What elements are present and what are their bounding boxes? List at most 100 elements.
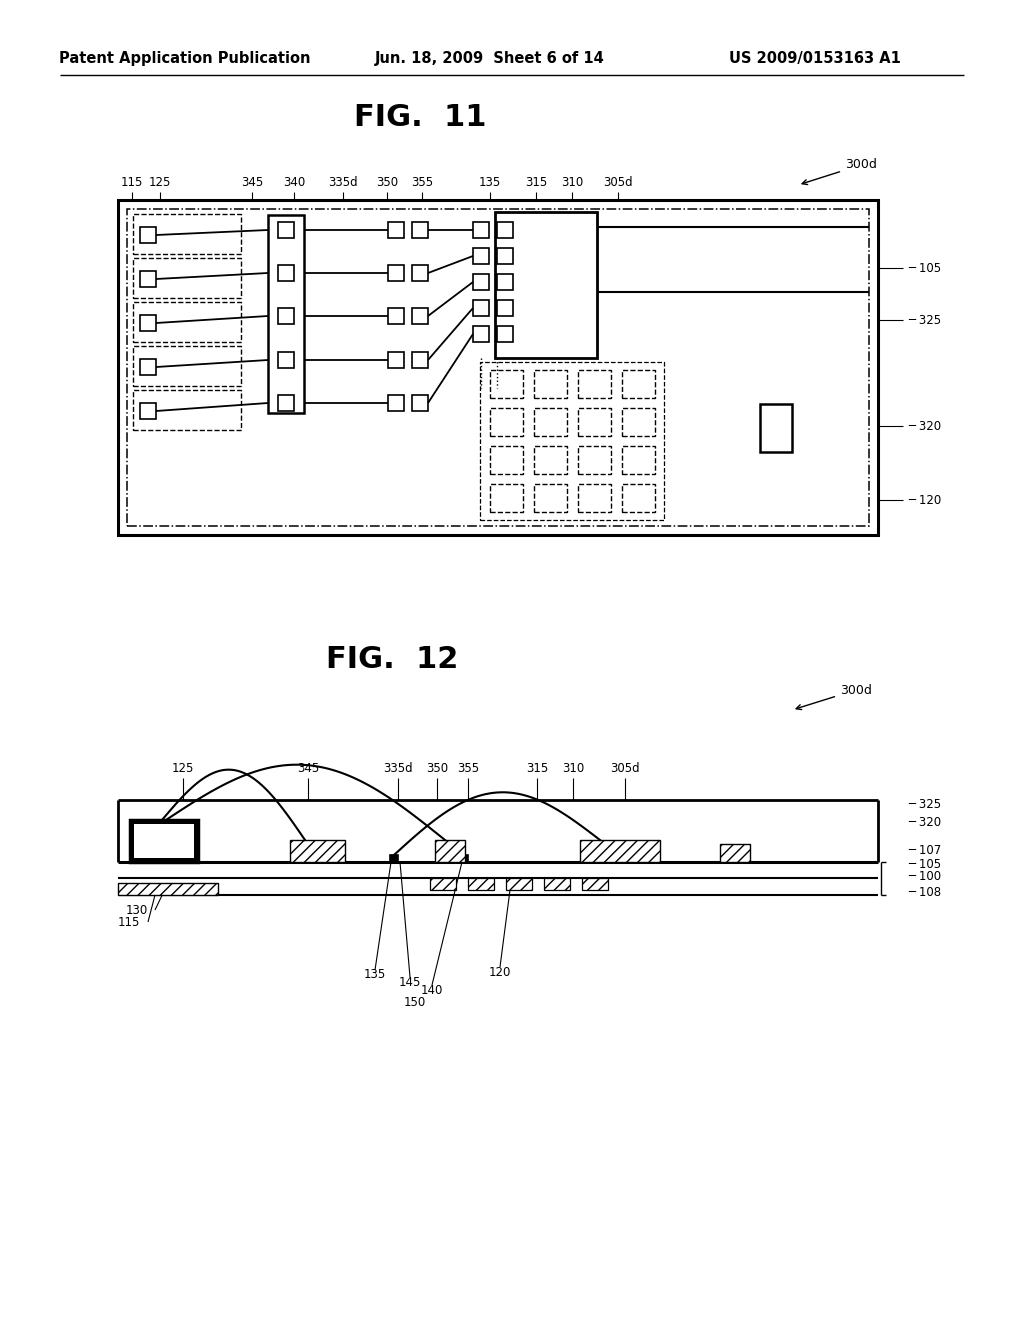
Bar [534, 484, 567, 512]
Text: 300d: 300d [802, 158, 877, 185]
Text: 310: 310 [561, 177, 583, 190]
Bar [127, 209, 869, 525]
Bar [133, 389, 241, 430]
Text: ─ 100: ─ 100 [908, 870, 941, 883]
Text: 115: 115 [121, 177, 143, 190]
Text: 315: 315 [526, 763, 548, 776]
Bar [495, 213, 597, 358]
Bar [133, 302, 241, 342]
Text: FIG.  11: FIG. 11 [353, 103, 486, 132]
Bar [140, 359, 156, 375]
Text: 130: 130 [126, 903, 148, 916]
Text: ─ 107: ─ 107 [908, 843, 941, 857]
Bar [534, 408, 567, 436]
Bar [388, 222, 404, 238]
Text: Patent Application Publication: Patent Application Publication [59, 50, 310, 66]
Bar [278, 265, 294, 281]
Text: 125: 125 [172, 763, 195, 776]
Bar [118, 883, 218, 895]
Text: 345: 345 [241, 177, 263, 190]
Bar [473, 300, 489, 315]
Bar [490, 484, 523, 512]
Bar [473, 275, 489, 290]
Text: US 2009/0153163 A1: US 2009/0153163 A1 [729, 50, 901, 66]
Bar [720, 843, 750, 862]
Bar [582, 878, 608, 890]
Bar [578, 484, 611, 512]
Bar [278, 395, 294, 411]
Bar [578, 408, 611, 436]
Text: 355: 355 [411, 177, 433, 190]
Bar [412, 308, 428, 323]
Bar [544, 878, 570, 890]
Text: 120: 120 [488, 965, 511, 978]
Bar [388, 352, 404, 368]
Bar [473, 326, 489, 342]
Text: 355: 355 [457, 763, 479, 776]
Text: 335d: 335d [383, 763, 413, 776]
Bar [140, 403, 156, 418]
Bar [133, 257, 241, 298]
Text: 335d: 335d [328, 177, 357, 190]
Bar [580, 840, 660, 862]
Text: ─ 105: ─ 105 [908, 261, 941, 275]
Bar [130, 820, 198, 862]
Bar [468, 878, 494, 890]
Bar [534, 370, 567, 399]
Bar [133, 214, 241, 253]
Bar [140, 315, 156, 331]
Bar [412, 222, 428, 238]
Text: Jun. 18, 2009  Sheet 6 of 14: Jun. 18, 2009 Sheet 6 of 14 [375, 50, 605, 66]
Bar [412, 265, 428, 281]
Bar [158, 820, 166, 826]
Bar [140, 271, 156, 286]
Bar [622, 370, 655, 399]
Bar [490, 446, 523, 474]
Text: FIG.  12: FIG. 12 [326, 645, 458, 675]
Bar [412, 352, 428, 368]
Bar [480, 362, 664, 520]
Text: ─ 320: ─ 320 [908, 816, 941, 829]
Bar [390, 855, 398, 862]
Bar [278, 352, 294, 368]
Bar [578, 446, 611, 474]
Bar [622, 408, 655, 436]
Bar [278, 222, 294, 238]
Text: 345: 345 [297, 763, 319, 776]
Bar [388, 395, 404, 411]
Text: 350: 350 [376, 177, 398, 190]
Text: 310: 310 [562, 763, 584, 776]
Text: 135: 135 [364, 969, 386, 982]
Text: 140: 140 [421, 983, 443, 997]
Bar [133, 346, 241, 385]
Text: ─ 105: ─ 105 [908, 858, 941, 871]
Bar [388, 308, 404, 323]
Bar [435, 840, 465, 862]
Bar [278, 308, 294, 323]
Bar [490, 370, 523, 399]
Bar [130, 820, 198, 862]
Text: 125: 125 [148, 177, 171, 190]
Bar [534, 446, 567, 474]
Bar [430, 878, 456, 890]
Bar [490, 408, 523, 436]
Bar [412, 395, 428, 411]
Bar [578, 370, 611, 399]
Bar [497, 222, 513, 238]
Bar [622, 484, 655, 512]
Bar [460, 855, 468, 862]
Text: ─ 120: ─ 120 [908, 494, 941, 507]
Bar [622, 446, 655, 474]
Bar [497, 275, 513, 290]
Text: 305d: 305d [603, 177, 633, 190]
Bar [388, 265, 404, 281]
Text: 135: 135 [479, 177, 501, 190]
Bar [473, 248, 489, 264]
Bar [497, 300, 513, 315]
Text: 340: 340 [283, 177, 305, 190]
Bar [497, 326, 513, 342]
Bar [134, 824, 194, 858]
Text: 145: 145 [398, 975, 421, 989]
Bar [290, 840, 345, 862]
Text: 115: 115 [118, 916, 140, 928]
